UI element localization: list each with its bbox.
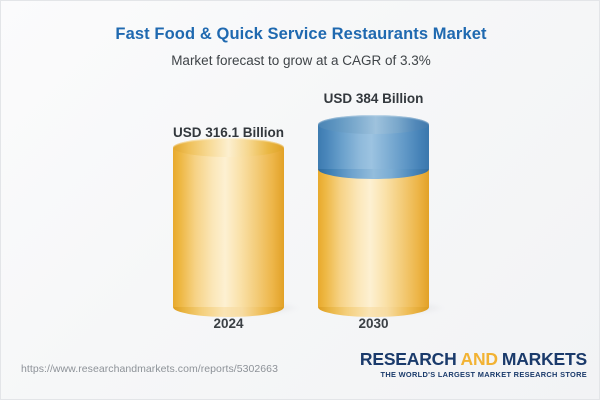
bar-value-label-2024: USD 316.1 Billion — [172, 125, 285, 140]
bar-segment-2030-growth — [318, 115, 429, 179]
cylinder-top-ellipse — [173, 138, 284, 157]
footer: https://www.researchandmarkets.com/repor… — [1, 347, 599, 399]
logo-word-markets: MARKETS — [501, 349, 587, 369]
research-and-markets-logo[interactable]: RESEARCH AND MARKETS THE WORLD'S LARGEST M… — [360, 350, 587, 380]
category-label-2024: 2024 — [213, 316, 244, 331]
logo-tagline: THE WORLD'S LARGEST MARKET RESEARCH STOR… — [380, 370, 587, 380]
bar-segment-2030-base — [318, 169, 429, 317]
logo-word-research: RESEARCH — [359, 349, 457, 369]
plot-area: USD 316.1 Billion 2024 USD 384 Billion — [1, 81, 599, 346]
chart-title: Fast Food & Quick Service Restaurants Ma… — [115, 25, 487, 43]
category-label-2030: 2030 — [358, 316, 389, 331]
logo-wordmark: RESEARCH AND MARKETS — [360, 350, 587, 368]
cylinder-body — [173, 147, 284, 307]
chart-subtitle: Market forecast to grow at a CAGR of 3.3… — [171, 53, 431, 68]
bar-segment-2024-base — [173, 138, 284, 317]
bar-value-label-2030: USD 384 Billion — [323, 91, 424, 106]
cylinder-body — [318, 169, 429, 307]
report-url[interactable]: https://www.researchandmarkets.com/repor… — [21, 363, 278, 375]
cylinder-top-ellipse — [318, 115, 429, 134]
logo-word-and: AND — [460, 349, 499, 369]
